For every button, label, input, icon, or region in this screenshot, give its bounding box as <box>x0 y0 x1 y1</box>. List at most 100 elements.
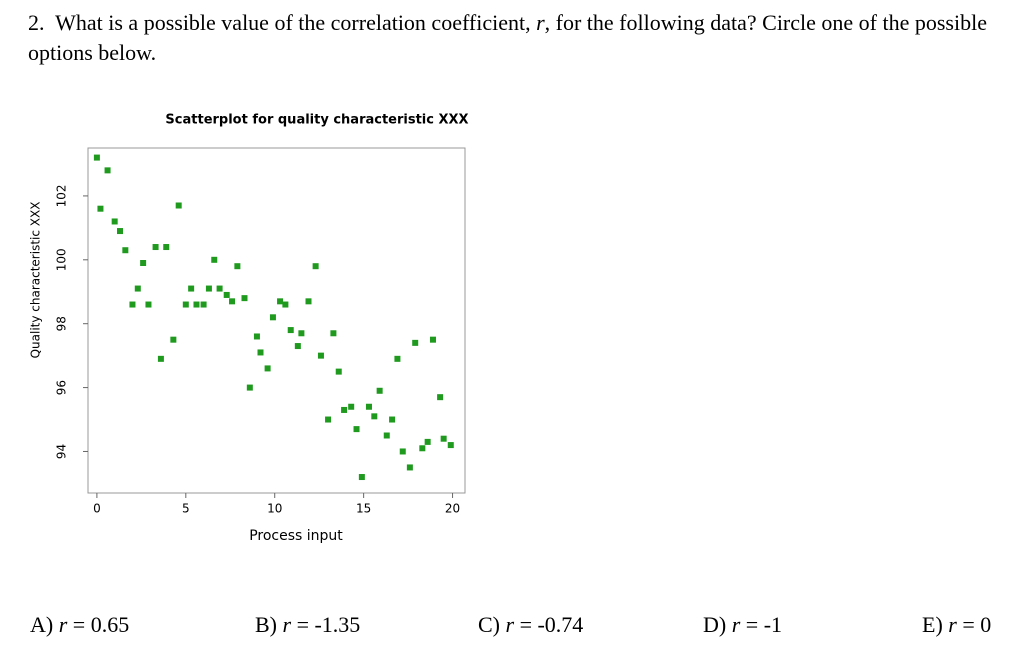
y-tick-label: 102 <box>55 184 69 207</box>
option-letter: A) <box>30 612 54 637</box>
point <box>330 330 337 337</box>
point <box>429 336 436 343</box>
x-tick-label: 10 <box>267 502 282 516</box>
y-axis-label: Quality characteristic XXX <box>29 202 43 359</box>
point <box>205 285 212 292</box>
point <box>129 301 136 308</box>
question-variable: r <box>536 10 545 35</box>
point <box>246 384 253 391</box>
point <box>211 256 218 263</box>
point <box>257 349 264 356</box>
point <box>269 314 276 321</box>
point <box>335 368 342 375</box>
point <box>253 333 260 340</box>
option-value: = -0.74 <box>519 612 584 637</box>
point <box>122 247 129 254</box>
point <box>264 365 271 372</box>
y-tick-label: 98 <box>55 316 69 331</box>
point <box>325 416 332 423</box>
x-tick-label: 5 <box>182 502 190 516</box>
point <box>305 298 312 305</box>
question-text: , for the following data? Circle one of … <box>28 10 987 65</box>
point <box>182 301 189 308</box>
point <box>134 285 141 292</box>
point <box>371 413 378 420</box>
point <box>298 330 305 337</box>
point <box>229 298 236 305</box>
x-tick-label: 0 <box>93 502 101 516</box>
x-axis-label: Process input <box>249 528 343 544</box>
point <box>341 406 348 413</box>
option-value: = -1.35 <box>296 612 361 637</box>
point <box>200 301 207 308</box>
point <box>317 352 324 359</box>
point <box>424 438 431 445</box>
point <box>223 291 230 298</box>
point <box>216 285 223 292</box>
point <box>376 387 383 394</box>
option: E) r = 0 <box>922 612 991 638</box>
point <box>277 298 284 305</box>
option: C) r = -0.74 <box>478 612 583 638</box>
point <box>394 355 401 362</box>
option-variable: r <box>58 612 68 637</box>
y-tick-label: 100 <box>55 248 69 271</box>
option-letter: E) <box>922 612 943 637</box>
point <box>175 202 182 209</box>
point <box>170 336 177 343</box>
option-variable: r <box>731 612 741 637</box>
option-variable: r <box>948 612 957 637</box>
option-value: = 0 <box>962 612 992 637</box>
point <box>234 263 241 270</box>
point <box>358 474 365 481</box>
point <box>163 244 170 251</box>
point <box>437 394 444 401</box>
option-variable: r <box>282 612 292 637</box>
point <box>152 244 159 251</box>
option-value: = 0.65 <box>72 612 130 637</box>
point <box>353 426 360 433</box>
option-letter: C) <box>478 612 500 637</box>
point <box>348 403 355 410</box>
question-number: 2. <box>28 10 45 35</box>
option: B) r = -1.35 <box>255 612 360 638</box>
y-tick-label: 96 <box>55 380 69 395</box>
point <box>157 355 164 362</box>
point <box>93 154 100 161</box>
point <box>287 327 294 334</box>
question-text: What is a possible value of the correlat… <box>55 10 531 35</box>
point <box>312 263 319 270</box>
option: A) r = 0.65 <box>30 612 129 638</box>
point <box>140 260 147 266</box>
point <box>111 218 118 225</box>
point <box>188 285 195 292</box>
option-letter: D) <box>703 612 727 637</box>
point <box>294 343 301 350</box>
point <box>282 301 289 308</box>
point <box>145 301 152 308</box>
x-tick-label: 20 <box>445 502 460 516</box>
point <box>440 435 447 442</box>
point <box>241 295 248 302</box>
point <box>193 301 200 308</box>
option-value: = -1 <box>745 612 783 637</box>
point <box>383 432 390 439</box>
option: D) r = -1 <box>703 612 782 638</box>
point <box>406 464 413 471</box>
point <box>104 167 111 174</box>
x-tick-label: 15 <box>356 502 371 516</box>
point <box>419 445 426 452</box>
question: 2. What is a possible value of the corre… <box>28 8 1013 68</box>
option-variable: r <box>505 612 515 637</box>
point <box>412 339 419 346</box>
point <box>399 448 406 455</box>
y-tick-label: 94 <box>55 444 69 459</box>
point <box>447 442 454 449</box>
plot-frame <box>87 147 466 494</box>
point <box>389 416 396 423</box>
chart: Scatterplot for quality characteristic X… <box>29 113 469 545</box>
point <box>365 403 372 410</box>
point <box>117 228 124 235</box>
chart-title: Scatterplot for quality characteristic X… <box>165 113 468 128</box>
